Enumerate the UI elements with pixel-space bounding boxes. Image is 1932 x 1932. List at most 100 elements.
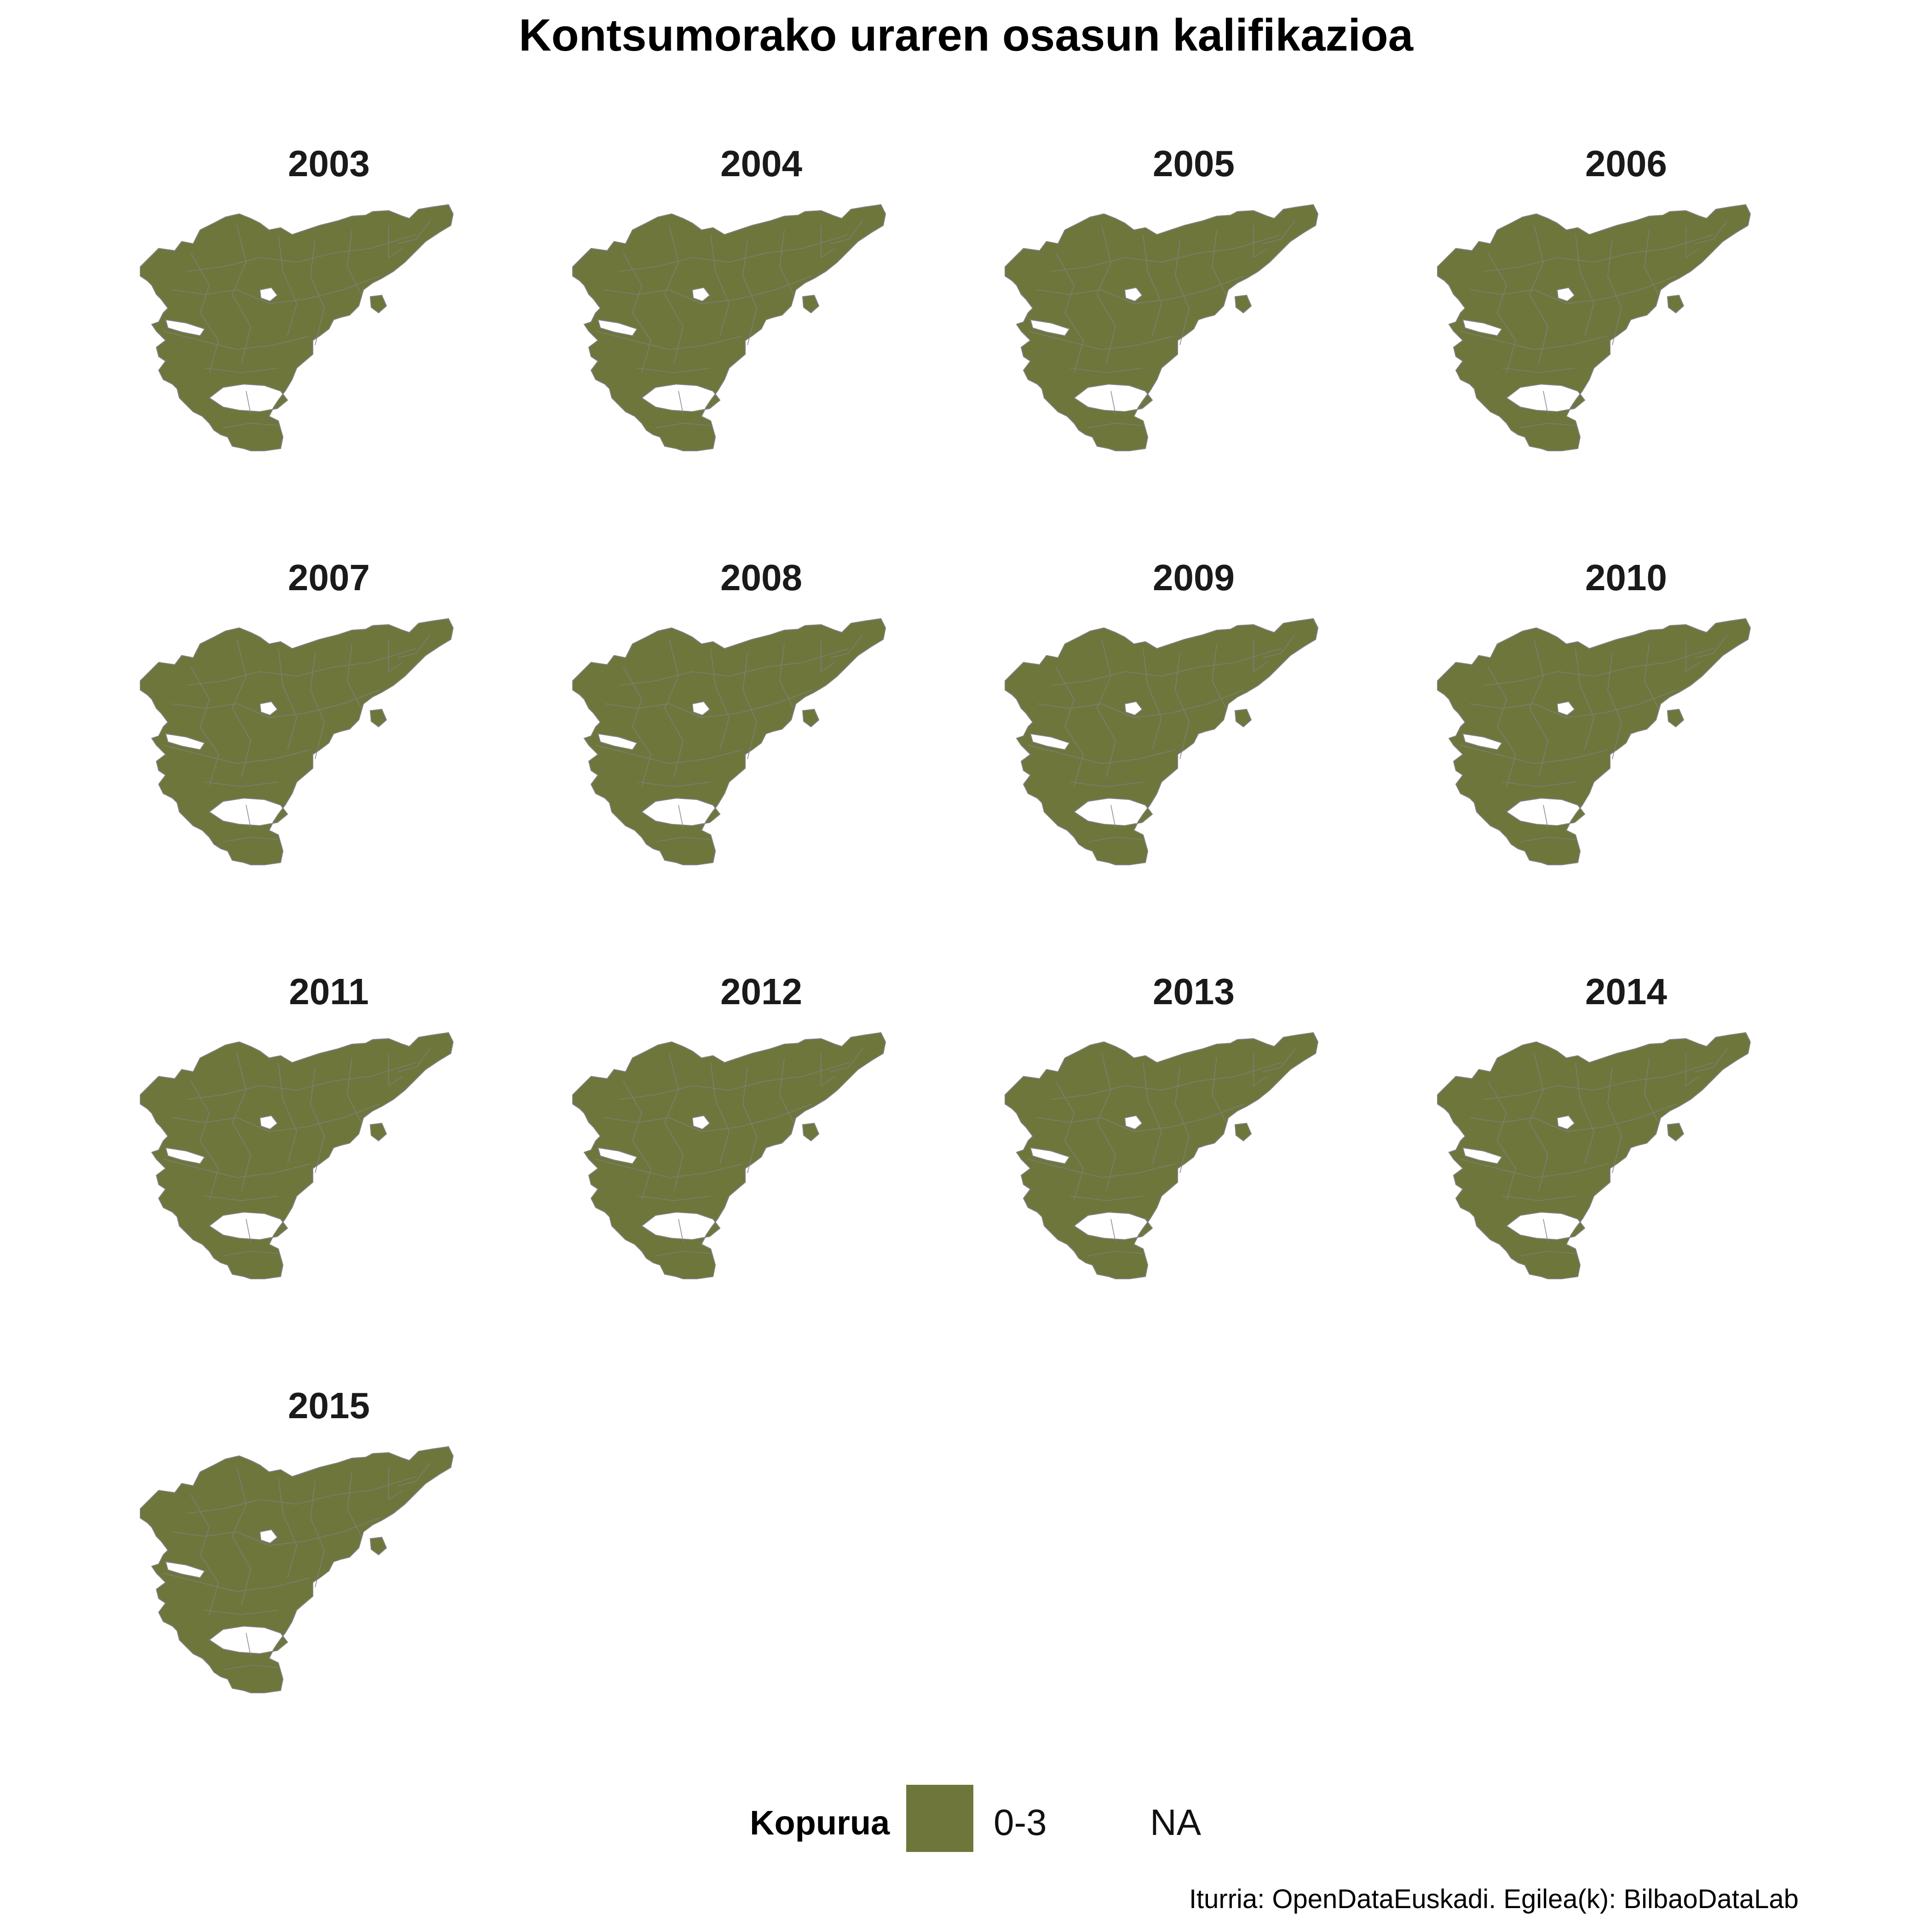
municipality-border bbox=[1262, 1048, 1295, 1072]
municipality-border bbox=[655, 1251, 711, 1256]
panel-title: 2006 bbox=[1585, 143, 1667, 184]
municipality-border bbox=[1529, 225, 1548, 364]
municipality-border bbox=[1110, 805, 1116, 828]
municipality-border bbox=[637, 1196, 711, 1201]
municipality-border bbox=[710, 234, 730, 336]
municipality-border bbox=[604, 1104, 812, 1132]
municipality-border bbox=[232, 1467, 251, 1606]
municipality-border bbox=[397, 634, 431, 658]
choropleth-map-2009 bbox=[1005, 618, 1319, 865]
municipality-border bbox=[397, 220, 431, 244]
map-panel-2015: 2015 bbox=[131, 1385, 527, 1762]
municipality-border bbox=[1028, 1159, 1176, 1178]
municipality-border bbox=[1543, 805, 1548, 828]
chart-title: Kontsumorako uraren osasun kalifikazioa bbox=[518, 10, 1414, 60]
map-panel-2006: 2006 bbox=[1428, 143, 1824, 520]
municipality-border bbox=[1037, 1104, 1245, 1132]
choropleth-map-2015 bbox=[140, 1446, 454, 1693]
municipality-border bbox=[223, 1665, 279, 1670]
municipality-border bbox=[604, 690, 812, 718]
municipality-border bbox=[1501, 782, 1576, 787]
legend-label-na: NA bbox=[1150, 1802, 1202, 1843]
choropleth-map-2011 bbox=[140, 1032, 454, 1279]
map-panel-2010: 2010 bbox=[1428, 557, 1824, 934]
municipality-border bbox=[163, 1573, 311, 1592]
municipality-border bbox=[1460, 745, 1608, 764]
municipality-border bbox=[190, 667, 219, 787]
municipality-border bbox=[1488, 667, 1516, 787]
municipality-border bbox=[1097, 225, 1116, 364]
municipality-border bbox=[618, 648, 849, 686]
municipality-border bbox=[190, 253, 219, 373]
municipality-border bbox=[1055, 1081, 1084, 1201]
panel-title: 2004 bbox=[720, 143, 802, 184]
municipality-border bbox=[1520, 1251, 1576, 1256]
municipality-border bbox=[1051, 648, 1282, 686]
municipality-border bbox=[1175, 653, 1190, 759]
municipality-border bbox=[1644, 1058, 1659, 1123]
municipality-border bbox=[1037, 276, 1245, 304]
municipality-border bbox=[186, 648, 417, 686]
map-panel-2011: 2011 bbox=[131, 971, 527, 1348]
region-fill-0-3 bbox=[572, 618, 886, 865]
region-fill-0-3 bbox=[140, 1446, 454, 1693]
municipality-border bbox=[310, 1481, 325, 1587]
municipality-border bbox=[163, 745, 311, 764]
municipality-border bbox=[1469, 690, 1677, 718]
municipality-border bbox=[623, 1081, 651, 1201]
legend-swatch-0-3 bbox=[906, 1785, 973, 1852]
municipality-border bbox=[388, 225, 403, 259]
municipality-border bbox=[742, 1067, 757, 1173]
panel-title: 2007 bbox=[288, 557, 370, 598]
map-panel-2004: 2004 bbox=[564, 143, 959, 520]
municipality-border bbox=[347, 230, 362, 295]
municipality-border bbox=[1110, 1219, 1116, 1242]
municipality-border bbox=[232, 1053, 251, 1192]
municipality-border bbox=[397, 1462, 431, 1486]
choropleth-map-2008 bbox=[572, 618, 886, 865]
municipality-border bbox=[1501, 368, 1576, 373]
municipality-border bbox=[1069, 1196, 1144, 1201]
municipality-border bbox=[664, 1053, 684, 1192]
municipality-border bbox=[1087, 1251, 1144, 1256]
municipality-border bbox=[1695, 1048, 1728, 1072]
region-fill-0-3 bbox=[140, 618, 454, 865]
municipality-border bbox=[388, 639, 403, 673]
panel-title: 2010 bbox=[1585, 557, 1667, 598]
municipality-border bbox=[310, 1067, 325, 1173]
municipality-border bbox=[678, 1219, 684, 1242]
municipality-border bbox=[186, 1062, 417, 1100]
municipality-border bbox=[347, 644, 362, 709]
municipality-border bbox=[190, 1081, 219, 1201]
panel-title: 2014 bbox=[1585, 971, 1667, 1012]
municipality-border bbox=[1087, 423, 1144, 428]
municipality-border bbox=[1175, 1067, 1190, 1173]
map-panel-2005: 2005 bbox=[996, 143, 1392, 520]
municipality-border bbox=[347, 1472, 362, 1537]
municipality-border bbox=[246, 805, 251, 828]
map-panel-2013: 2013 bbox=[996, 971, 1392, 1348]
municipality-border bbox=[1262, 634, 1295, 658]
choropleth-map-2013 bbox=[1005, 1032, 1319, 1279]
panel-title: 2015 bbox=[288, 1385, 370, 1426]
municipality-border bbox=[710, 648, 730, 750]
municipality-border bbox=[1543, 1219, 1548, 1242]
municipality-border bbox=[1483, 234, 1714, 272]
municipality-border bbox=[1520, 837, 1576, 842]
municipality-border bbox=[1644, 644, 1659, 709]
municipality-border bbox=[1685, 639, 1700, 673]
municipality-border bbox=[623, 667, 651, 787]
municipality-border bbox=[172, 690, 380, 718]
municipality-border bbox=[779, 1058, 794, 1123]
municipality-border bbox=[595, 331, 743, 350]
panel-title: 2003 bbox=[288, 143, 370, 184]
municipality-border bbox=[1685, 1053, 1700, 1087]
municipality-border bbox=[1460, 1159, 1608, 1178]
municipality-border bbox=[278, 234, 297, 336]
municipality-border bbox=[830, 1048, 863, 1072]
municipality-border bbox=[232, 639, 251, 778]
map-panel-2008: 2008 bbox=[564, 557, 959, 934]
panel-title: 2009 bbox=[1153, 557, 1235, 598]
municipality-border bbox=[1262, 220, 1295, 244]
municipality-border bbox=[1483, 648, 1714, 686]
